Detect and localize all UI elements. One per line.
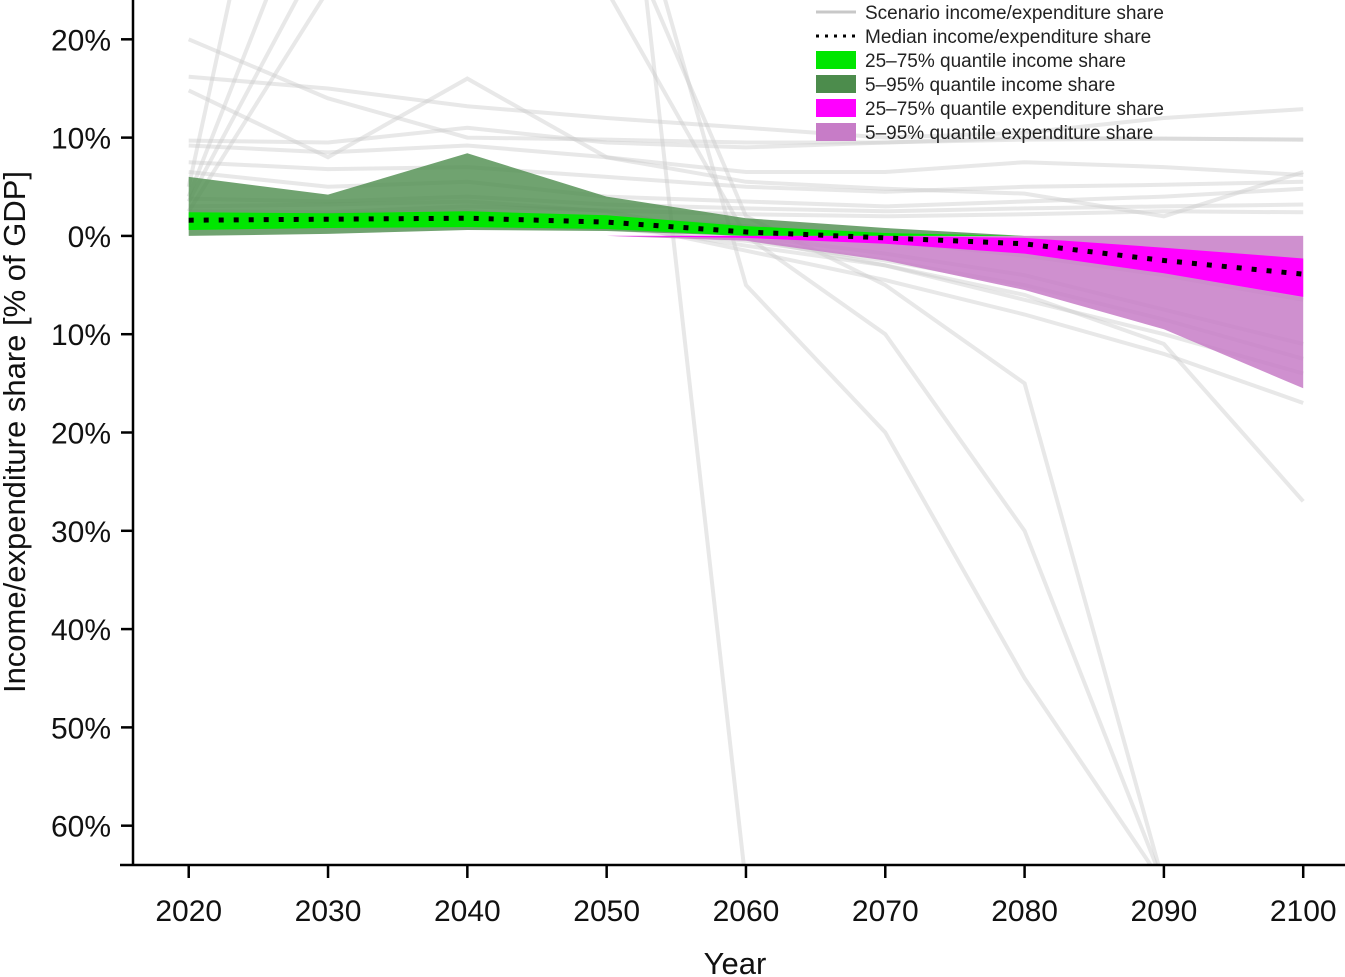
y-tick-label: 10%	[51, 319, 111, 352]
y-axis: 20% 10% 0% 10% 20% 30% 40% 50% 60%	[51, 0, 135, 865]
income-25-75-band	[188, 211, 1304, 236]
y-tick-label: 10%	[51, 123, 111, 156]
legend-label: 25–75% quantile income share	[865, 51, 1126, 72]
legend-label: 5–95% quantile expenditure share	[865, 123, 1153, 144]
y-tick-label: 40%	[51, 614, 111, 647]
legend-label: 25–75% quantile expenditure share	[865, 99, 1164, 120]
expenditure-5-95-area	[188, 235, 1304, 389]
legend-swatch-expenditure-25-75	[816, 99, 856, 117]
y-tick-label: 30%	[51, 516, 111, 549]
scenario-line	[187, 0, 1161, 865]
x-axis-title: Year	[704, 946, 767, 977]
scenario-line	[188, 125, 1304, 150]
x-tick-label: 2060	[713, 895, 780, 928]
x-tick-label: 2100	[1270, 895, 1337, 928]
scenario-line	[188, 160, 1304, 194]
y-tick-label: 60%	[51, 811, 111, 844]
x-tick-label: 2070	[852, 895, 919, 928]
y-axis-title: Income/expenditure share [% of GDP]	[0, 171, 32, 693]
y-tick-label: 0%	[68, 221, 111, 254]
income-25-75-area	[188, 211, 1304, 236]
scenario-line	[186, 0, 1154, 865]
expenditure-25-75-band	[188, 235, 1304, 297]
legend-swatch-income-25-75	[816, 51, 856, 69]
median-line-path	[188, 215, 1304, 277]
legend-swatch-income-5-95	[816, 75, 856, 93]
expenditure-25-75-area	[188, 235, 1304, 297]
legend-swatch-expenditure-5-95	[816, 123, 856, 141]
legend-label: 5–95% quantile income share	[865, 75, 1115, 96]
x-tick-label: 2050	[573, 895, 640, 928]
legend-label: Median income/expenditure share	[865, 27, 1151, 48]
scenario-line	[188, 74, 1304, 140]
x-tick-label: 2020	[155, 895, 222, 928]
expenditure-5-95-band	[188, 235, 1304, 389]
x-tick-label: 2090	[1131, 895, 1198, 928]
scenario-line	[187, 37, 1304, 145]
y-tick-label: 20%	[51, 24, 111, 57]
scenario-line	[187, 76, 1304, 219]
x-tick-label: 2080	[991, 895, 1058, 928]
scenario-line	[188, 143, 1304, 177]
x-axis: 2020 2030 2040 2050 2060 2070 2080 2090 2100	[120, 863, 1345, 928]
x-tick-label: 2030	[295, 895, 362, 928]
median-line	[188, 215, 1304, 277]
y-tick-label: 20%	[51, 418, 111, 451]
legend: Scenario income/expenditure share Median …	[816, 3, 1164, 144]
y-tick-label: 50%	[51, 712, 111, 745]
x-tick-label: 2040	[434, 895, 501, 928]
legend-label: Scenario income/expenditure share	[865, 3, 1164, 24]
